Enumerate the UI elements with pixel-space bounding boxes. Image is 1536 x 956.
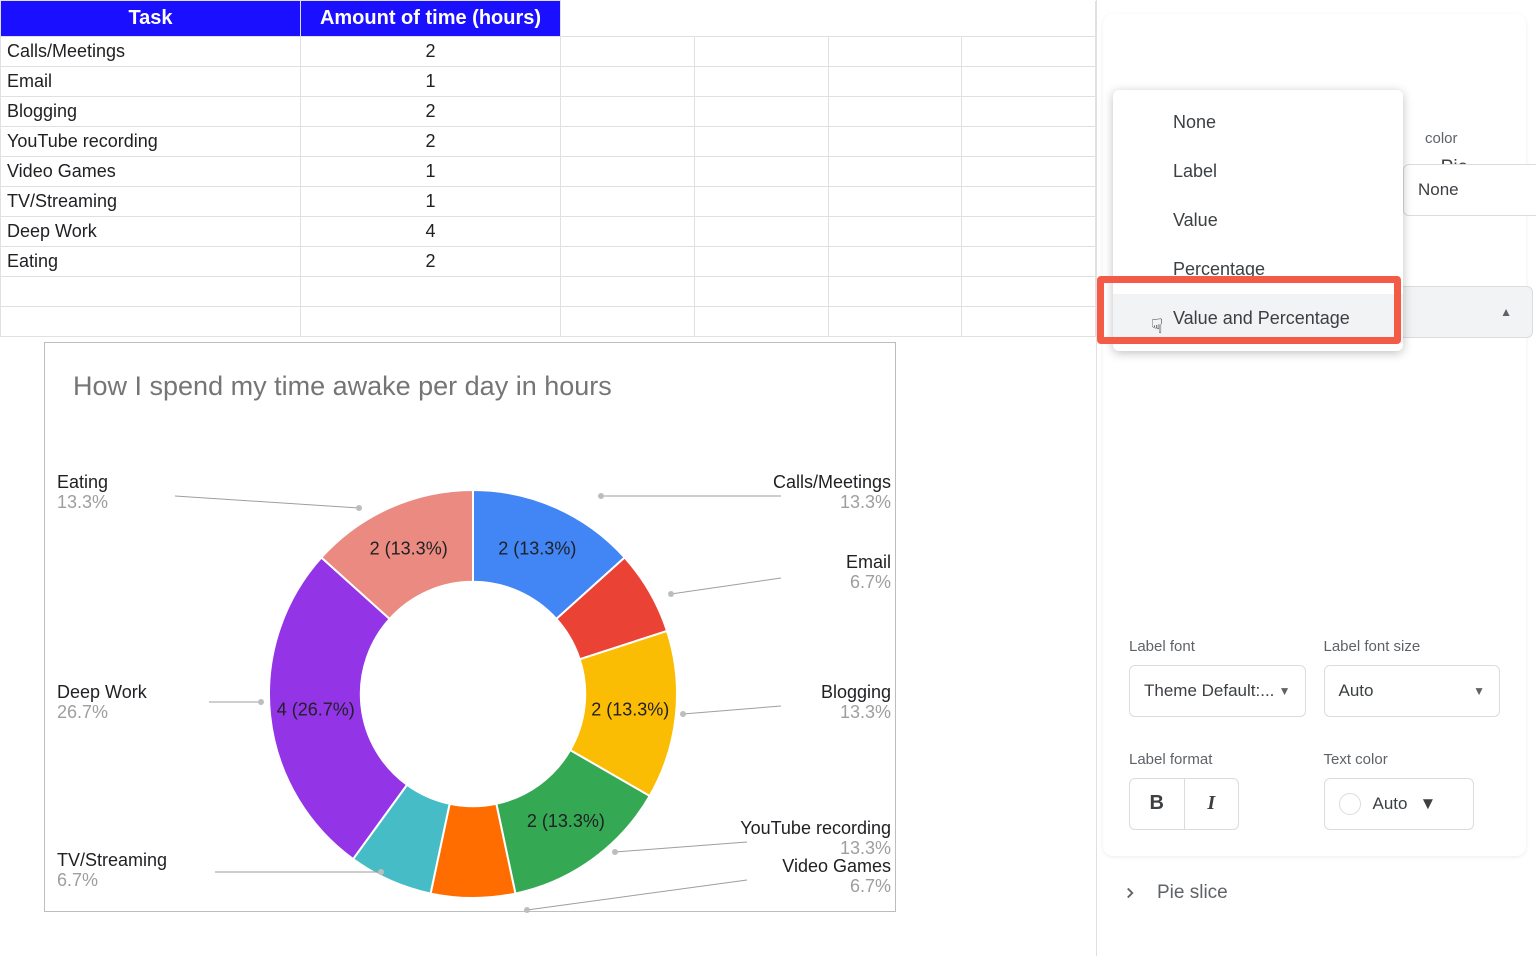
chart-editor-panel: Pie chart color None ▼ ▲ NoneLabelValueP…	[1096, 0, 1536, 956]
task-cell[interactable]: Calls/Meetings	[1, 37, 301, 67]
task-cell[interactable]: TV/Streaming	[1, 187, 301, 217]
ext-label-percent: 13.3%	[57, 492, 108, 512]
leader-dot-icon	[612, 849, 618, 855]
hours-cell[interactable]: 4	[301, 217, 561, 247]
hours-cell[interactable]	[301, 307, 561, 337]
dropdown-caret-icon: ▼	[1473, 684, 1485, 698]
dropdown-option[interactable]: Value	[1113, 196, 1403, 245]
dropdown-caret-icon: ▼	[1279, 684, 1291, 698]
leader-line	[175, 496, 359, 508]
dropdown-option[interactable]: Percentage	[1113, 245, 1403, 294]
ext-label-percent: 26.7%	[57, 702, 108, 722]
task-cell[interactable]	[1, 277, 301, 307]
donut-chart: 2 (13.3%) 2 (13.3%) 2 (13.3%) 4 (26.7%) 2 (1…	[45, 402, 897, 922]
ext-label-percent: 13.3%	[840, 838, 891, 858]
ext-label-name: Email	[846, 552, 891, 572]
hours-cell[interactable]: 1	[301, 67, 561, 97]
leader-line	[671, 578, 781, 594]
ext-label-name: TV/Streaming	[57, 850, 167, 870]
data-table[interactable]: Task Amount of time (hours) Calls/Meetin…	[0, 0, 1096, 337]
ext-label-name: Deep Work	[57, 682, 148, 702]
task-cell[interactable]: Video Games	[1, 157, 301, 187]
label-fontsize-value: Auto	[1339, 681, 1374, 701]
header-blank[interactable]	[561, 1, 1096, 37]
chevron-right-icon	[1121, 884, 1139, 902]
task-cell[interactable]: Eating	[1, 247, 301, 277]
ext-label-name: YouTube recording	[740, 818, 891, 838]
hours-cell[interactable]	[301, 277, 561, 307]
hours-cell[interactable]: 1	[301, 157, 561, 187]
slice-label: 2 (13.3%)	[527, 811, 605, 831]
accordion-label: Pie slice	[1157, 882, 1228, 904]
border-color-select[interactable]: None ▼	[1403, 164, 1536, 216]
ext-label-percent: 6.7%	[850, 572, 891, 592]
border-color-value: None	[1418, 180, 1459, 200]
label-fontsize-select[interactable]: Auto ▼	[1324, 665, 1501, 717]
spreadsheet-area: Task Amount of time (hours) Calls/Meetin…	[0, 0, 1096, 956]
leader-dot-icon	[356, 505, 362, 511]
color-swatch-icon	[1339, 793, 1361, 815]
leader-dot-icon	[258, 699, 264, 705]
leader-line	[683, 706, 781, 714]
accordion-pie-slice[interactable]: Pie slice	[1103, 856, 1526, 930]
hours-cell[interactable]: 2	[301, 37, 561, 67]
chart-title: How I spend my time awake per day in hou…	[45, 343, 895, 402]
task-cell[interactable]: YouTube recording	[1, 127, 301, 157]
ext-label-name: Video Games	[782, 856, 891, 876]
border-color-label-partial: color	[1425, 130, 1458, 147]
slice-label: 2 (13.3%)	[591, 700, 669, 720]
dropdown-option[interactable]: Label	[1113, 147, 1403, 196]
task-cell[interactable]: Deep Work	[1, 217, 301, 247]
ext-label-percent: 13.3%	[840, 702, 891, 722]
label-font-select[interactable]: Theme Default:... ▼	[1129, 665, 1306, 717]
bold-button[interactable]: B	[1130, 779, 1185, 829]
ext-label-name: Blogging	[821, 682, 891, 702]
slice-label-dropdown: NoneLabelValuePercentageValue and Percen…	[1113, 90, 1403, 351]
leader-dot-icon	[524, 907, 530, 913]
textcolor-select[interactable]: Auto ▼	[1324, 778, 1474, 830]
label-format-label: Label format	[1129, 751, 1306, 768]
label-fontsize-label: Label font size	[1324, 638, 1501, 655]
dropdown-option[interactable]: None	[1113, 98, 1403, 147]
ext-label-percent: 6.7%	[57, 870, 98, 890]
leader-line	[527, 880, 747, 910]
chart-container[interactable]: How I spend my time awake per day in hou…	[44, 342, 896, 912]
dropdown-option[interactable]: Value and Percentage	[1113, 294, 1403, 343]
ext-label-percent: 13.3%	[840, 492, 891, 512]
accordion-chart-axis-titles[interactable]: Chart & axis titles	[1103, 930, 1526, 956]
slice-label: 2 (13.3%)	[498, 539, 576, 559]
task-cell[interactable]	[1, 307, 301, 337]
leader-dot-icon	[598, 493, 604, 499]
header-task[interactable]: Task	[1, 1, 301, 37]
leader-dot-icon	[378, 869, 384, 875]
ext-label-percent: 6.7%	[850, 876, 891, 896]
slice-label: 4 (26.7%)	[277, 700, 355, 720]
textcolor-value: Auto	[1373, 794, 1408, 814]
hours-cell[interactable]: 2	[301, 247, 561, 277]
dropdown-caret-icon: ▼	[1419, 794, 1436, 814]
textcolor-label: Text color	[1324, 751, 1501, 768]
hours-cell[interactable]: 2	[301, 97, 561, 127]
hours-cell[interactable]: 1	[301, 187, 561, 217]
task-cell[interactable]: Blogging	[1, 97, 301, 127]
ext-label-name: Calls/Meetings	[773, 472, 891, 492]
label-font-label: Label font	[1129, 638, 1306, 655]
slice-label: 2 (13.3%)	[370, 539, 448, 559]
label-font-value: Theme Default:...	[1144, 681, 1274, 701]
leader-dot-icon	[680, 711, 686, 717]
leader-dot-icon	[668, 591, 674, 597]
ext-label-name: Eating	[57, 472, 108, 492]
leader-line	[615, 842, 747, 852]
hours-cell[interactable]: 2	[301, 127, 561, 157]
pie-chart-section: Pie chart color None ▼ ▲ NoneLabelValueP…	[1103, 14, 1526, 856]
task-cell[interactable]: Email	[1, 67, 301, 97]
header-amount[interactable]: Amount of time (hours)	[301, 1, 561, 37]
italic-button[interactable]: I	[1185, 779, 1239, 829]
